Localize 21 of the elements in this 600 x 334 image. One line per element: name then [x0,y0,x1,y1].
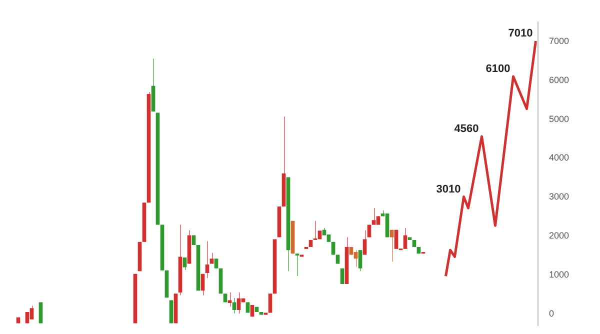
candlestick [246,302,250,314]
y-tick-label: 7000 [549,36,570,46]
candlestick [214,258,218,269]
y-tick-label: 6000 [549,74,570,85]
y-tick-label: 3000 [549,192,570,202]
candlestick [169,300,174,324]
data-label: 7010 [508,28,533,40]
y-tick-label: 4000 [549,152,570,163]
data-label: 6100 [486,63,510,76]
y-tick-label: 0 [549,308,554,318]
candlestick [385,213,390,238]
candlestick [38,302,43,324]
data-label: 3010 [436,183,461,196]
data-label: 4560 [454,122,479,135]
candlestick [340,268,344,284]
candlestick [268,293,272,314]
y-tick-label: 5000 [549,114,570,124]
candlestick [331,241,336,256]
y-tick-label: 2000 [549,230,570,241]
candlestick [394,229,398,250]
y-tick-label: 1000 [549,269,570,280]
